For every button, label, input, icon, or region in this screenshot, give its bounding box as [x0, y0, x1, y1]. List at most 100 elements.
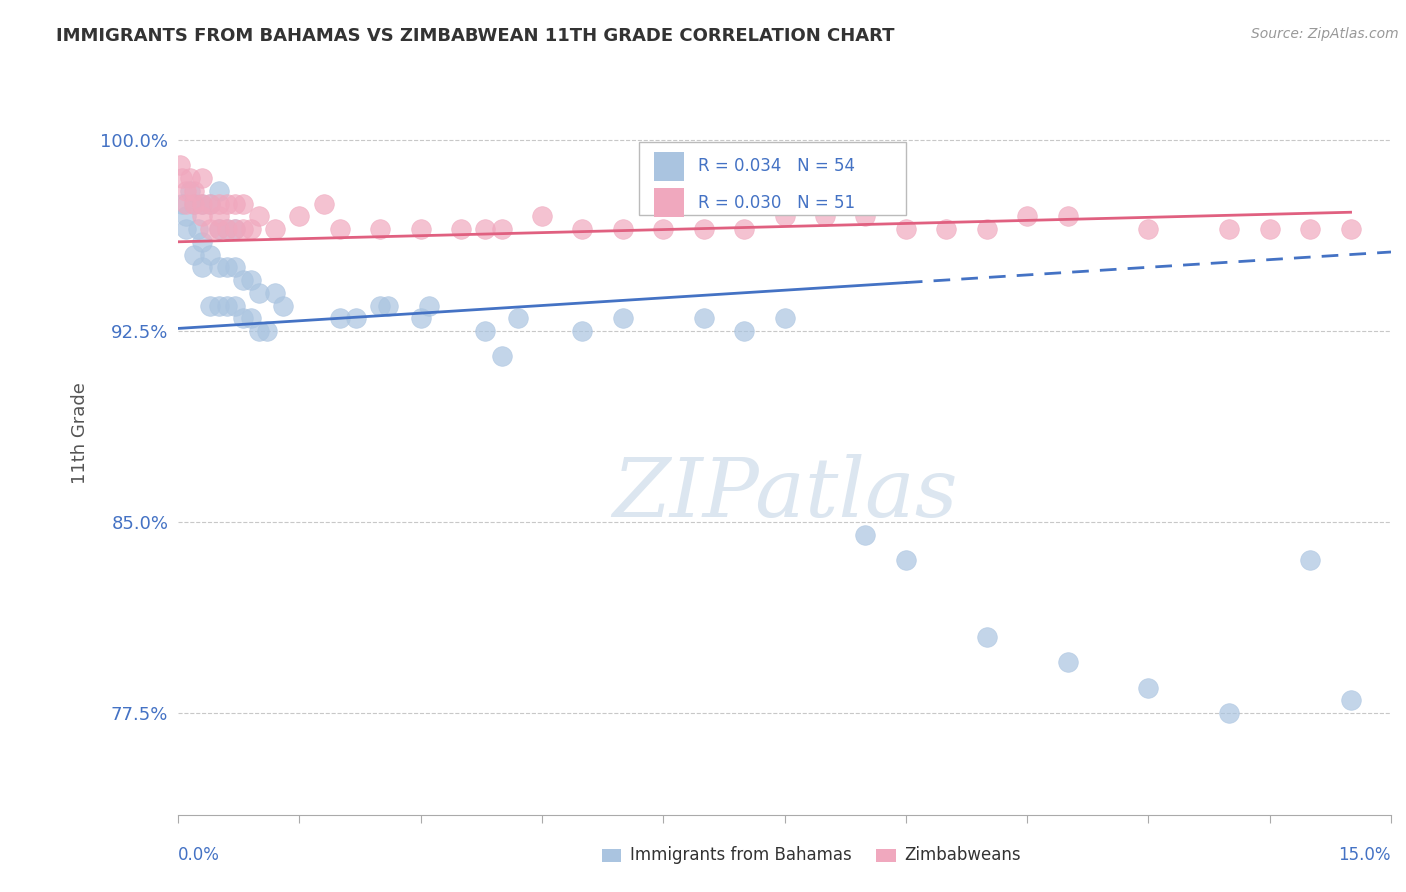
Point	[191, 196, 214, 211]
Point	[169, 158, 191, 172]
Y-axis label: 11th Grade: 11th Grade	[72, 382, 89, 483]
Point	[368, 298, 391, 312]
Point	[179, 184, 201, 198]
Point	[733, 324, 755, 338]
Point	[1258, 222, 1281, 236]
Point	[174, 184, 197, 198]
Point	[935, 222, 957, 236]
Point	[239, 311, 262, 326]
Point	[894, 553, 917, 567]
Point	[224, 222, 246, 236]
Text: Zimbabweans: Zimbabweans	[904, 847, 1021, 864]
Point	[855, 210, 877, 224]
Point	[207, 210, 229, 224]
Point	[733, 222, 755, 236]
Point	[329, 222, 352, 236]
Point	[1056, 655, 1078, 669]
Point	[329, 311, 352, 326]
Point	[855, 528, 877, 542]
Point	[1299, 222, 1322, 236]
Point	[344, 311, 367, 326]
Point	[1056, 210, 1078, 224]
Point	[1017, 210, 1039, 224]
Point	[418, 298, 440, 312]
Point	[692, 222, 714, 236]
Point	[232, 196, 254, 211]
Point	[1218, 222, 1240, 236]
Point	[207, 184, 229, 198]
Point	[191, 235, 214, 249]
Point	[409, 222, 432, 236]
Point	[239, 222, 262, 236]
Point	[174, 222, 197, 236]
Point	[474, 324, 496, 338]
Point	[215, 222, 238, 236]
Point	[215, 222, 238, 236]
Point	[571, 324, 593, 338]
Point	[612, 311, 634, 326]
Point	[187, 222, 209, 236]
Point	[224, 196, 246, 211]
Point	[1137, 222, 1160, 236]
Point	[247, 285, 270, 300]
Point	[814, 210, 837, 224]
Point	[894, 222, 917, 236]
Point	[506, 311, 529, 326]
Point	[312, 196, 335, 211]
Point	[207, 222, 229, 236]
Point	[264, 222, 287, 236]
Point	[377, 298, 399, 312]
Point	[215, 260, 238, 275]
Point	[172, 196, 194, 211]
Point	[183, 247, 205, 261]
Point	[183, 196, 205, 211]
Point	[183, 184, 205, 198]
Point	[191, 196, 214, 211]
Point	[239, 273, 262, 287]
Point	[172, 171, 194, 186]
Point	[191, 260, 214, 275]
Point	[450, 222, 472, 236]
Point	[200, 247, 222, 261]
Point	[207, 260, 229, 275]
Point	[200, 298, 222, 312]
Point	[1340, 693, 1362, 707]
Point	[1299, 553, 1322, 567]
Point	[200, 196, 222, 211]
Point	[200, 196, 222, 211]
Point	[247, 324, 270, 338]
Point	[207, 298, 229, 312]
Point	[1218, 706, 1240, 721]
Point	[183, 196, 205, 211]
Point	[224, 298, 246, 312]
Point	[976, 630, 998, 644]
Text: Source: ZipAtlas.com: Source: ZipAtlas.com	[1251, 27, 1399, 41]
Point	[215, 298, 238, 312]
Text: IMMIGRANTS FROM BAHAMAS VS ZIMBABWEAN 11TH GRADE CORRELATION CHART: IMMIGRANTS FROM BAHAMAS VS ZIMBABWEAN 11…	[56, 27, 894, 45]
Bar	[654, 152, 683, 181]
Point	[207, 196, 229, 211]
Point	[773, 311, 796, 326]
Point	[491, 222, 513, 236]
Bar	[654, 188, 683, 217]
Point	[652, 222, 675, 236]
Point	[409, 311, 432, 326]
Point	[773, 210, 796, 224]
Point	[474, 222, 496, 236]
Point	[264, 285, 287, 300]
Point	[256, 324, 278, 338]
Point	[232, 222, 254, 236]
Text: R = 0.034   N = 54: R = 0.034 N = 54	[699, 157, 855, 175]
Point	[174, 210, 197, 224]
Point	[1137, 681, 1160, 695]
Point	[612, 222, 634, 236]
Text: 0.0%: 0.0%	[179, 847, 219, 864]
Point	[491, 350, 513, 364]
Text: R = 0.030   N = 51: R = 0.030 N = 51	[699, 194, 855, 211]
Point	[224, 222, 246, 236]
Point	[692, 311, 714, 326]
Point	[271, 298, 294, 312]
Point	[215, 196, 238, 211]
Text: Immigrants from Bahamas: Immigrants from Bahamas	[630, 847, 852, 864]
Text: 15.0%: 15.0%	[1339, 847, 1391, 864]
